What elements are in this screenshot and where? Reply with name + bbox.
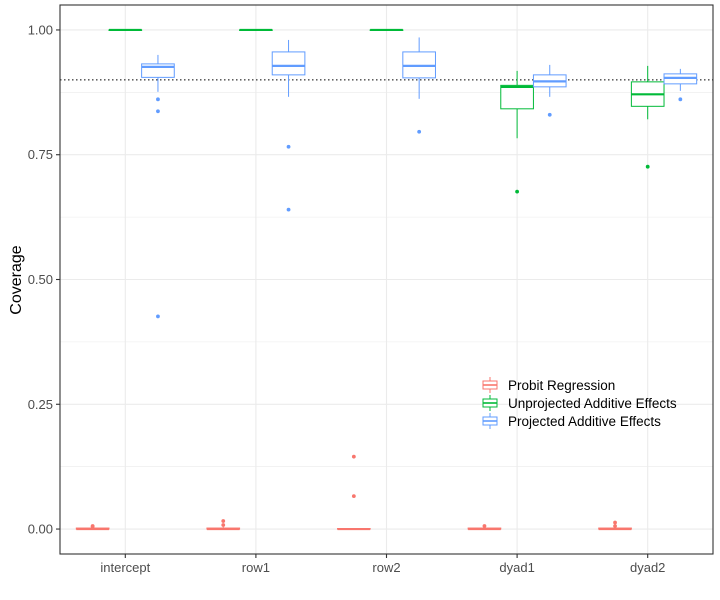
y-tick-label: 0.75 — [28, 147, 53, 162]
boxes — [75, 28, 698, 531]
box-unprojected-additive-effects-row2 — [369, 28, 404, 32]
outlier-point — [417, 129, 422, 134]
outlier-point — [286, 207, 291, 212]
y-tick-label: 0.50 — [28, 272, 53, 287]
outlier-point — [351, 454, 356, 459]
series-projected-additive-effects — [141, 37, 698, 319]
series-unprojected-additive-effects — [108, 28, 665, 194]
box-probit-regression-intercept — [75, 524, 110, 531]
grid — [60, 5, 713, 554]
outlier-point — [156, 314, 160, 319]
y-tick-label: 0.00 — [28, 522, 53, 537]
outlier-point — [90, 524, 95, 529]
legend: Probit Regression Unprojected Additive Ef… — [482, 377, 677, 429]
outlier-point — [156, 97, 160, 102]
outlier-point — [156, 109, 160, 114]
series-probit-regression — [75, 454, 632, 531]
outlier-point — [678, 97, 683, 102]
outlier-point — [613, 520, 617, 525]
x-tick-label-row1: row1 — [242, 560, 270, 575]
y-axis: 0.00 0.25 0.50 0.75 1.00 — [28, 22, 60, 537]
legend-item-probit-regression: Probit Regression — [482, 377, 615, 393]
legend-label: Projected Additive Effects — [508, 414, 661, 429]
x-tick-label-dyad2: dyad2 — [630, 560, 665, 575]
legend-label: Unprojected Additive Effects — [508, 396, 677, 411]
box-unprojected-additive-effects-row1 — [239, 28, 273, 32]
box-body — [500, 84, 534, 110]
box-projected-additive-effects-intercept — [141, 54, 175, 319]
outlier-point — [482, 524, 487, 528]
legend-label: Probit Regression — [508, 378, 615, 393]
x-tick-label-dyad1: dyad1 — [499, 560, 534, 575]
outlier-point — [515, 189, 519, 194]
x-tick-label-row2: row2 — [372, 560, 400, 575]
box-projected-additive-effects-dyad2 — [663, 68, 698, 102]
box-unprojected-additive-effects-dyad2 — [630, 65, 665, 169]
outlier-point — [547, 112, 552, 117]
box-probit-regression-row2 — [337, 454, 371, 531]
legend-item-projected-additive-effects: Projected Additive Effects — [482, 413, 661, 429]
outlier-point — [286, 144, 291, 149]
legend-item-unprojected-additive-effects: Unprojected Additive Effects — [482, 395, 677, 411]
outlier-point — [351, 494, 356, 499]
box-probit-regression-row1 — [206, 519, 241, 531]
box-probit-regression-dyad2 — [598, 520, 632, 531]
y-axis-title: Coverage — [8, 245, 25, 314]
box-body — [271, 51, 306, 76]
x-tick-label-intercept: intercept — [100, 560, 150, 575]
box-projected-additive-effects-row1 — [271, 39, 306, 212]
box-unprojected-additive-effects-intercept — [108, 28, 143, 32]
outlier-point — [613, 524, 617, 528]
outlier-point — [645, 164, 650, 169]
outlier-point — [221, 523, 226, 527]
x-axis: intercept row1 row2 dyad1 dyad2 — [100, 554, 665, 575]
outlier-point — [221, 519, 226, 523]
box-probit-regression-dyad1 — [467, 524, 502, 531]
y-tick-label: 0.25 — [28, 397, 53, 412]
box-projected-additive-effects-row2 — [402, 37, 436, 134]
y-tick-label: 1.00 — [28, 22, 53, 37]
box-projected-additive-effects-dyad1 — [532, 64, 567, 117]
box-unprojected-additive-effects-dyad1 — [500, 70, 534, 194]
